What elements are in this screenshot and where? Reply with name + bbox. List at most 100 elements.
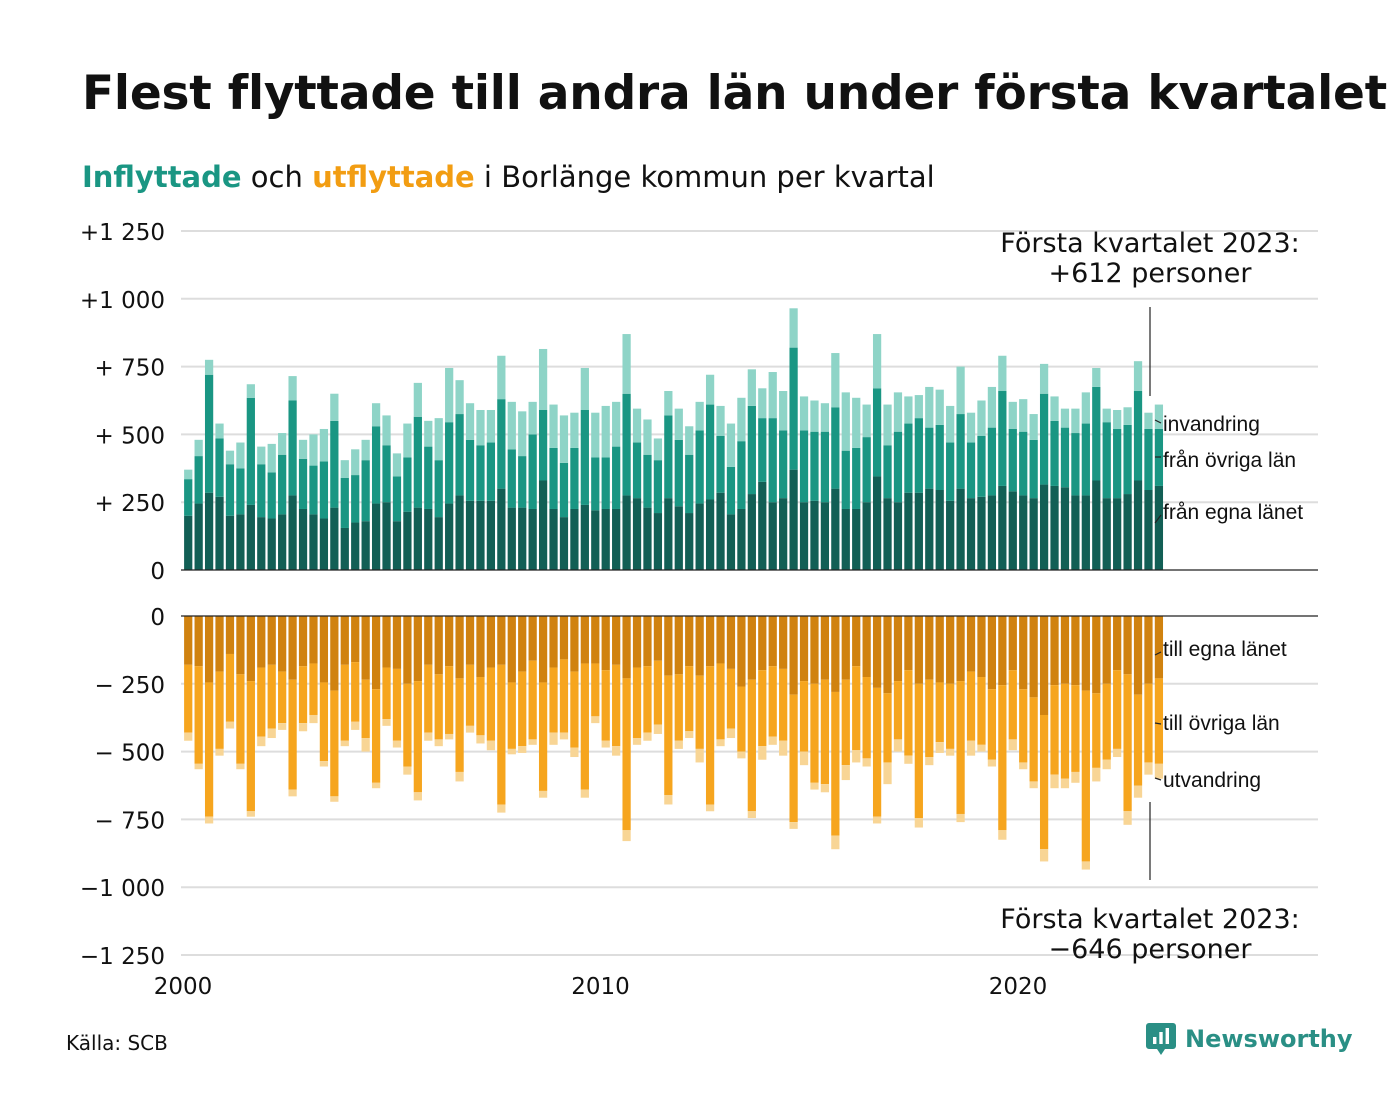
bar-inflow-segment [893,502,903,570]
bar-inflow-segment [319,461,329,519]
bar-inflow-segment [664,391,673,416]
bar-inflow-segment [319,428,329,462]
bar-inflow-segment [497,399,506,489]
bar-inflow-segment [246,397,255,505]
bar-outflow-segment [904,670,913,756]
bar-inflow-segment [820,403,830,432]
bar-inflow-segment [580,504,589,570]
bar-inflow-segment [392,476,402,522]
bar-inflow-segment [893,392,903,432]
brand-logo: Newsworthy [1146,1023,1353,1055]
bar-outflow-segment [601,670,610,741]
bar-inflow-segment [737,508,746,570]
bar-outflow-segment [747,616,756,680]
bar-inflow-segment [465,403,475,440]
bar-inflow-segment [340,477,349,528]
bar-outflow-segment [925,616,934,680]
y-tick-label: +1 000 [80,288,165,314]
bar-inflow-segment [1102,408,1111,423]
bar-outflow-segment [434,739,443,747]
bar-inflow-segment [538,409,548,481]
bar-outflow-segment [716,663,725,740]
bar-inflow-segment [424,420,433,447]
bar-inflow-segment [298,458,308,509]
bars-inflow [184,308,1164,570]
bar-outflow-segment [841,679,850,766]
bar-inflow-segment [288,400,297,496]
y-tick-label: − 500 [95,741,165,767]
bar-inflow-segment [852,397,861,448]
bar-outflow-segment [518,616,527,672]
bar-outflow-segment [392,616,402,669]
bar-outflow-segment [1144,762,1153,775]
bar-outflow-segment [674,674,683,741]
bar-outflow-segment [872,616,882,688]
bar-inflow-segment [705,404,715,500]
bar-inflow-segment [351,449,360,476]
bar-inflow-segment [747,405,756,495]
bar-outflow-segment [747,679,756,812]
bar-inflow-segment [434,517,443,570]
bar-outflow-segment [351,616,360,663]
bar-inflow-segment [267,472,276,519]
bar-outflow-segment [236,674,245,764]
bar-outflow-segment [779,740,788,756]
bar-outflow-segment [267,616,276,665]
bar-inflow-segment [257,517,266,570]
bar-outflow-segment [966,740,976,756]
bar-outflow-segment [580,616,589,664]
bar-inflow-segment [831,488,840,570]
bar-outflow-segment [1113,748,1122,758]
bar-inflow-segment [705,374,715,405]
bar-inflow-segment [309,514,318,570]
bar-outflow-segment [371,689,381,783]
bar-inflow-segment [1102,422,1111,499]
bar-inflow-segment [726,466,736,515]
bar-outflow-segment [1144,616,1153,684]
bar-inflow-segment [184,469,193,480]
bar-outflow-segment [392,740,402,748]
bar-outflow-segment [872,687,882,817]
bar-outflow-segment [1071,771,1080,783]
bar-outflow-segment [184,664,193,733]
bar-inflow-segment [862,404,871,438]
bar-inflow-segment [1123,407,1132,425]
bar-outflow-segment [831,691,840,836]
bar-outflow-segment [987,689,997,760]
bar-inflow-segment [298,439,308,459]
bar-outflow-segment [987,616,997,690]
bar-outflow-segment [246,811,255,817]
bar-outflow-segment [831,835,840,850]
bar-outflow-segment [403,683,412,767]
bar-outflow-segment [632,738,642,745]
bar-outflow-segment [518,671,527,747]
annotation-top-line1: Första kvartalet 2023: [1000,228,1299,259]
bar-outflow-segment [601,616,610,671]
bar-inflow-segment [925,488,934,570]
bar-outflow-segment [1019,762,1028,770]
bar-inflow-segment [528,434,537,509]
y-tick-label: −1 000 [80,876,165,902]
bar-outflow-segment [768,736,777,745]
bar-outflow-segment [1133,694,1143,786]
bar-inflow-segment [309,434,318,466]
y-tick-label: + 500 [95,423,165,449]
bar-outflow-segment [1081,616,1090,691]
bar-outflow-segment [1133,616,1143,695]
bar-inflow-segment [1029,414,1038,440]
bar-outflow-segment [914,818,923,828]
bar-inflow-segment [998,355,1007,392]
bar-inflow-segment [403,457,412,512]
bar-outflow-segment [1039,849,1049,862]
bar-outflow-segment [309,663,318,715]
bar-inflow-segment [674,408,683,440]
bar-outflow-segment [465,664,475,726]
bar-outflow-segment [486,740,496,751]
bar-inflow-segment [601,508,610,570]
bar-outflow-segment [403,766,412,775]
bar-outflow-segment [538,682,548,791]
bar-inflow-segment [194,456,203,504]
bar-outflow-segment [956,813,965,823]
bar-inflow-segment [403,511,412,570]
bar-inflow-segment [789,469,798,570]
